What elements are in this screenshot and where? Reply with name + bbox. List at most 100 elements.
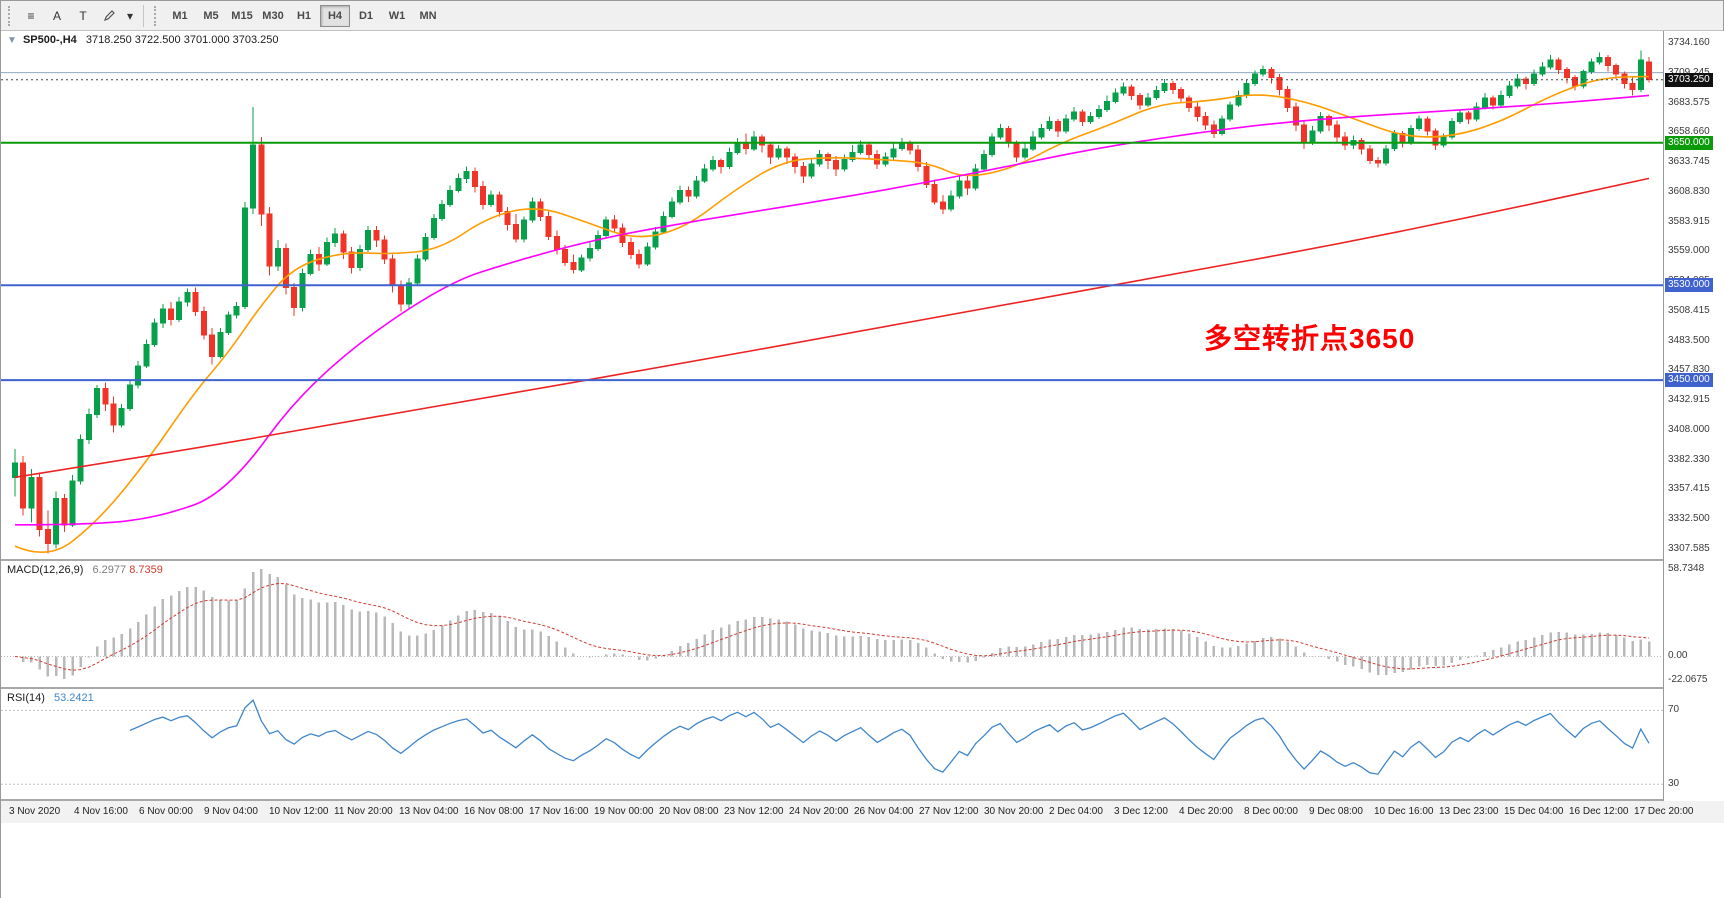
timeframe-button-d1[interactable]: D1 (351, 5, 381, 27)
time-axis-label: 3 Dec 12:00 (1114, 806, 1168, 817)
draw-tool-dropdown[interactable]: ▾ (123, 4, 137, 28)
ohlc-values: 3718.250 3722.500 3701.000 3703.250 (85, 34, 279, 46)
axis-label: 3608.830 (1668, 185, 1710, 197)
axis-label: 3633.745 (1668, 156, 1710, 168)
time-axis-label: 19 Nov 00:00 (594, 806, 654, 817)
cursor-mode-button[interactable]: A (45, 4, 69, 28)
time-axis-label: 8 Dec 00:00 (1244, 806, 1298, 817)
time-axis-label: 4 Nov 16:00 (74, 806, 128, 817)
axis-label: 3432.915 (1668, 394, 1710, 406)
toolbar-grip-2[interactable] (154, 5, 159, 26)
pane-separator-rsi-time[interactable] (1, 799, 1724, 801)
axis-label: 58.7348 (1668, 563, 1705, 574)
main-chart-pane[interactable]: ▼ SP500-,H4 3718.250 3722.500 3701.000 3… (1, 31, 1663, 559)
price-badge: 3530.000 (1665, 278, 1713, 293)
time-axis-label: 17 Nov 16:00 (529, 806, 589, 817)
axis-label: 3483.500 (1668, 334, 1710, 346)
timeframe-button-m30[interactable]: M30 (258, 5, 288, 27)
one-click-trading-icon[interactable]: ▼ (7, 35, 17, 46)
axis-label: 3709.245 (1668, 67, 1710, 78)
time-axis-label: 9 Dec 08:00 (1309, 806, 1363, 817)
axis-label: 3658.660 (1668, 126, 1710, 138)
indicator-list-button[interactable]: ≡ (19, 4, 43, 28)
toolbar-grip[interactable] (8, 5, 13, 26)
time-axis-label: 6 Nov 00:00 (139, 806, 193, 817)
axis-label: 3408.000 (1668, 423, 1710, 435)
time-axis-label: 9 Nov 04:00 (204, 806, 258, 817)
pencil-icon (103, 10, 115, 22)
timeframe-button-h1[interactable]: H1 (289, 5, 319, 27)
time-axis-label: 20 Nov 08:00 (659, 806, 719, 817)
rsi-name: RSI(14) (7, 692, 45, 704)
macd-histogram (21, 569, 1651, 679)
time-axis-label: 13 Nov 04:00 (399, 806, 459, 817)
chart-annotation-text[interactable]: 多空转折点3650 (1204, 323, 1416, 354)
axis-label: -22.0675 (1668, 674, 1708, 685)
rsi-pane[interactable]: RSI(14) 53.2421 (1, 689, 1663, 799)
timeframe-button-w1[interactable]: W1 (382, 5, 412, 27)
rsi-value: 53.2421 (53, 692, 94, 704)
time-axis-label: 23 Nov 12:00 (724, 806, 784, 817)
time-axis-label: 11 Nov 20:00 (334, 806, 393, 817)
macd-label: MACD(12,26,9) 6.2977 8.7359 (7, 564, 163, 576)
axis-label: 3357.415 (1668, 483, 1710, 495)
pane-separator-main-macd[interactable] (1, 559, 1724, 561)
axis-label: 3332.500 (1668, 513, 1710, 525)
text-tool-button[interactable]: T (71, 4, 95, 28)
time-axis-label: 16 Nov 08:00 (464, 806, 524, 817)
time-axis-label: 15 Dec 04:00 (1504, 806, 1564, 817)
time-axis-label: 10 Dec 16:00 (1374, 806, 1434, 817)
timeframe-toolbar: M1 M5 M15 M30 H1 H4 D1 W1 MN (165, 4, 443, 27)
time-axis-label: 30 Nov 20:00 (984, 806, 1044, 817)
time-axis-label: 16 Dec 12:00 (1569, 806, 1629, 817)
axis-label: 70 (1668, 704, 1680, 716)
bottom-filler (1, 823, 1724, 898)
macd-value-main: 6.2977 (92, 564, 127, 576)
axis-label: 3382.330 (1668, 453, 1710, 465)
rsi-label: RSI(14) 53.2421 (7, 692, 94, 704)
timeframe-button-m5[interactable]: M5 (196, 5, 226, 27)
main-chart-svg[interactable] (1, 31, 1663, 559)
axis-label: 3307.585 (1668, 542, 1710, 554)
toolbar: ≡ A T ▾ M1 M5 M15 M30 H1 H4 D1 W1 MN (1, 1, 1723, 31)
price-badge: 3650.000 (1665, 135, 1713, 150)
macd-signal-line (14, 582, 1650, 671)
ma-medium-magenta (14, 94, 1650, 526)
axis-label: 3508.415 (1668, 304, 1710, 316)
time-axis[interactable]: 3 Nov 2020 4 Nov 16:00 6 Nov 00:00 9 Nov 04… (1, 801, 1724, 823)
time-axis-label: 2 Dec 04:00 (1049, 806, 1103, 817)
axis-label: 3583.915 (1668, 215, 1710, 227)
macd-name: MACD(12,26,9) (7, 564, 84, 576)
time-axis-label: 26 Nov 04:00 (854, 806, 914, 817)
axis-label: 3683.575 (1668, 96, 1710, 108)
toolbar-separator (143, 4, 144, 27)
symbol-period-label: SP500-,H4 (22, 34, 77, 46)
price-badge: 3703.250 (1665, 72, 1713, 87)
candles (12, 50, 1652, 554)
time-axis-label: 24 Nov 20:00 (789, 806, 849, 817)
timeframe-button-m1[interactable]: M1 (165, 5, 195, 27)
price-axis[interactable]: 3734.160 3709.245 3683.575 3658.660 3633.745… (1663, 31, 1724, 801)
timeframe-button-m15[interactable]: M15 (227, 5, 257, 27)
time-axis-label: 10 Nov 12:00 (269, 806, 329, 817)
time-axis-label: 17 Dec 20:00 (1634, 806, 1694, 817)
axis-label: 3457.830 (1668, 364, 1710, 376)
timeframe-button-h4[interactable]: H4 (320, 4, 350, 27)
timeframe-button-mn[interactable]: MN (413, 5, 443, 27)
time-axis-label: 27 Nov 12:00 (919, 806, 979, 817)
macd-value-signal: 8.7359 (129, 564, 163, 576)
rsi-line (129, 698, 1650, 775)
draw-tool-button[interactable] (97, 4, 121, 28)
rsi-svg[interactable] (1, 689, 1663, 799)
axis-label: 3734.160 (1668, 37, 1710, 48)
axis-label: 0.00 (1668, 650, 1688, 662)
time-axis-label: 3 Nov 2020 (9, 806, 61, 817)
time-axis-label: 13 Dec 23:00 (1439, 806, 1499, 817)
ma-slow-red (14, 177, 1650, 479)
axis-label: 3559.000 (1668, 245, 1710, 257)
macd-pane[interactable]: MACD(12,26,9) 6.2977 8.7359 (1, 561, 1663, 687)
pane-separator-macd-rsi[interactable] (1, 687, 1724, 689)
macd-svg[interactable] (1, 561, 1663, 687)
axis-label: 30 (1668, 778, 1680, 790)
